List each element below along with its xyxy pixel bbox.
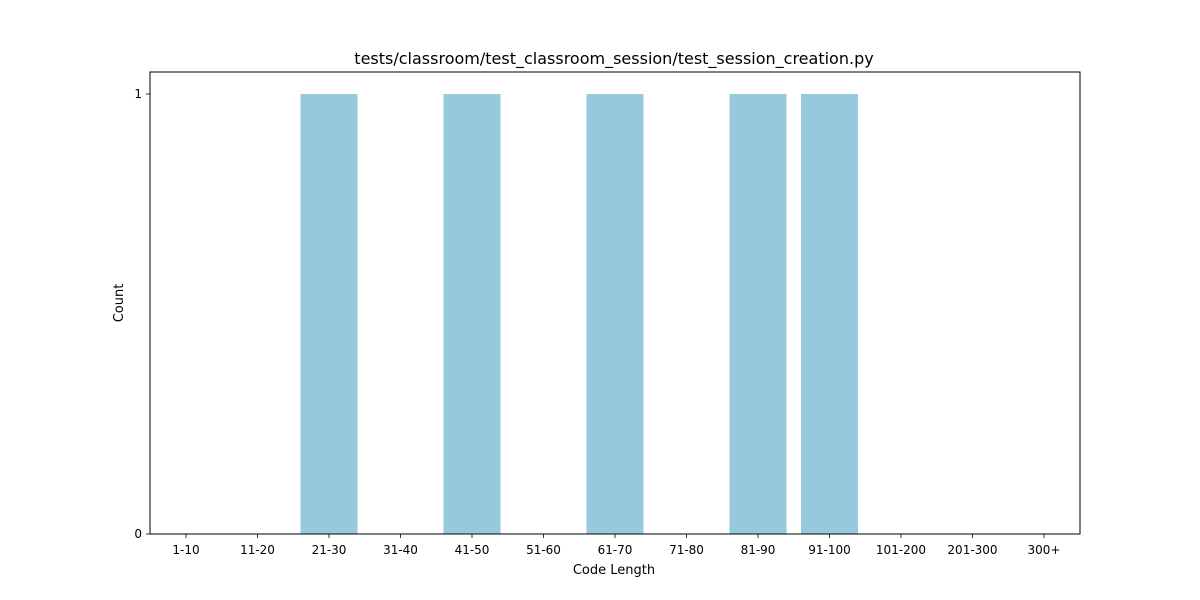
x-axis-label: Code Length [573, 563, 655, 578]
y-axis-ticks: 01 [134, 87, 150, 541]
x-tick-label: 91-100 [808, 543, 851, 557]
x-tick-label: 51-60 [526, 543, 561, 557]
bar-81-90 [729, 94, 787, 534]
bar-61-70 [586, 94, 644, 534]
x-tick-label: 31-40 [383, 543, 418, 557]
x-tick-label: 21-30 [312, 543, 347, 557]
y-axis-label: Count [112, 284, 127, 323]
x-tick-label: 41-50 [455, 543, 490, 557]
x-axis-ticks: 1-10 11-20 21-30 31-40 41-50 51-60 61-70 71-80 8… [172, 534, 1060, 557]
x-tick-label: 61-70 [598, 543, 633, 557]
x-tick-label: 71-80 [669, 543, 704, 557]
x-tick-label: 201-300 [947, 543, 997, 557]
x-tick-label: 101-200 [876, 543, 926, 557]
x-tick-label: 11-20 [240, 543, 275, 557]
x-tick-label: 81-90 [741, 543, 776, 557]
y-tick-label: 0 [134, 527, 142, 541]
bar-41-50 [443, 94, 501, 534]
x-tick-label: 300+ [1028, 543, 1061, 557]
x-tick-label: 1-10 [172, 543, 199, 557]
bar-91-100 [801, 94, 858, 534]
bar-21-30 [300, 94, 358, 534]
bars-group [300, 94, 858, 534]
y-tick-label: 1 [134, 87, 142, 101]
chart-title: tests/classroom/test_classroom_session/t… [354, 49, 873, 69]
